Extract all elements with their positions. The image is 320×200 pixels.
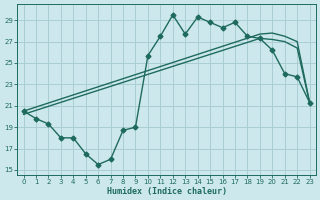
X-axis label: Humidex (Indice chaleur): Humidex (Indice chaleur) bbox=[107, 187, 227, 196]
